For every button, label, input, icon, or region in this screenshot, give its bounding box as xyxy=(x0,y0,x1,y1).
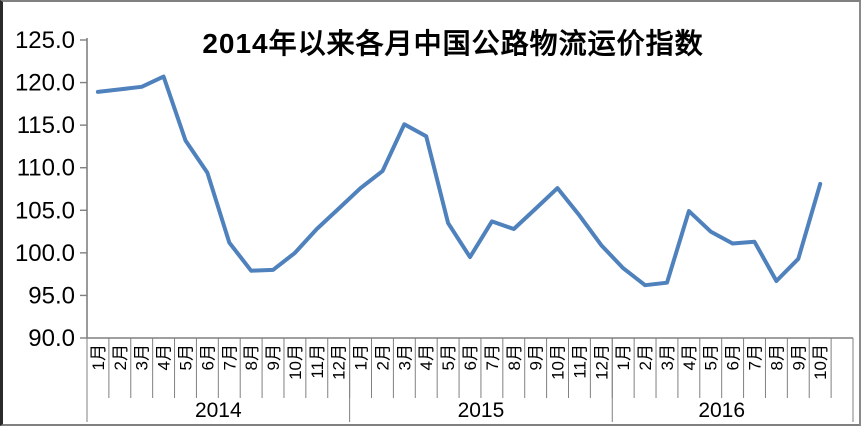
month-label: 12月 xyxy=(592,344,611,380)
month-label: 3月 xyxy=(133,344,152,370)
month-label: 3月 xyxy=(658,344,677,370)
y-axis-label: 90.0 xyxy=(28,325,75,352)
month-label: 4月 xyxy=(417,344,436,370)
y-axis-label: 95.0 xyxy=(28,282,75,309)
month-label: 3月 xyxy=(395,344,414,370)
y-axis-label: 105.0 xyxy=(15,197,75,224)
y-axis-label: 125.0 xyxy=(15,27,75,54)
month-label: 8月 xyxy=(242,344,261,370)
month-label: 1月 xyxy=(352,344,371,370)
month-label: 8月 xyxy=(767,344,786,370)
month-label: 2月 xyxy=(636,344,655,370)
year-label: 2014 xyxy=(195,399,242,422)
month-label: 9月 xyxy=(527,344,546,370)
month-label: 4月 xyxy=(680,344,699,370)
month-label: 8月 xyxy=(505,344,524,370)
y-axis-label: 110.0 xyxy=(17,155,75,182)
month-label: 1月 xyxy=(614,344,633,370)
month-label: 6月 xyxy=(724,344,743,370)
month-label: 6月 xyxy=(461,344,480,370)
month-label: 10月 xyxy=(286,344,305,380)
y-axis-label: 100.0 xyxy=(15,240,75,267)
month-label: 11月 xyxy=(570,344,589,379)
month-label: 7月 xyxy=(746,344,765,370)
month-label: 9月 xyxy=(789,344,808,370)
month-label: 4月 xyxy=(155,344,174,370)
month-label: 7月 xyxy=(220,344,239,370)
month-label: 2月 xyxy=(111,344,130,370)
month-label: 5月 xyxy=(702,344,721,370)
month-label: 6月 xyxy=(198,344,217,370)
month-label: 7月 xyxy=(483,344,502,370)
month-label: 10月 xyxy=(811,344,830,380)
y-axis-label: 120.0 xyxy=(15,70,75,97)
month-label: 10月 xyxy=(549,344,568,380)
month-label: 9月 xyxy=(264,344,283,370)
price-index-chart: 125.0 120.0 115.0 110.0 105.0 100.0 95.0 90.0 1月… xyxy=(15,27,854,422)
month-label: 5月 xyxy=(176,344,195,370)
y-axis-label: 115.0 xyxy=(17,112,75,139)
month-label: 1月 xyxy=(89,344,108,370)
month-label: 5月 xyxy=(439,344,458,370)
month-label: 12月 xyxy=(330,344,349,380)
month-label: 11月 xyxy=(308,344,327,379)
year-label: 2015 xyxy=(458,399,505,422)
month-label: 2月 xyxy=(373,344,392,370)
year-label: 2016 xyxy=(698,399,745,422)
chart-title: 2014年以来各月中国公路物流运价指数 xyxy=(202,28,704,59)
price-index-line xyxy=(95,74,823,288)
